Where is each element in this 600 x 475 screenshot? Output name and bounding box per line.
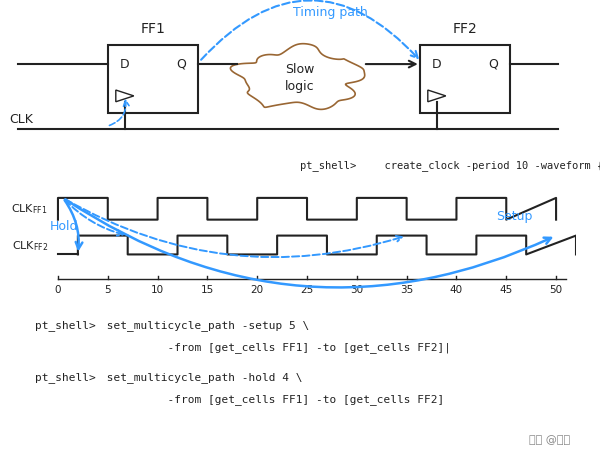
Text: CLK$_{\mathsf{FF2}}$: CLK$_{\mathsf{FF2}}$ xyxy=(11,239,48,253)
Text: pt_shell>: pt_shell> xyxy=(35,372,96,383)
Text: 20: 20 xyxy=(251,285,264,295)
Text: 15: 15 xyxy=(201,285,214,295)
Text: Slow
logic: Slow logic xyxy=(285,63,315,93)
Text: -from [get_cells FF1] -to [get_cells FF2]|: -from [get_cells FF1] -to [get_cells FF2… xyxy=(100,342,451,353)
Text: D: D xyxy=(432,57,442,71)
Text: 知乎 @大雨: 知乎 @大雨 xyxy=(529,435,570,445)
Polygon shape xyxy=(116,90,134,102)
Text: Setup: Setup xyxy=(496,210,533,223)
Text: create_clock -period 10 -waveform {0 5} CLK1: create_clock -period 10 -waveform {0 5} … xyxy=(372,161,600,171)
Text: FF2: FF2 xyxy=(452,22,478,36)
Bar xyxy=(420,45,510,113)
Text: CLK$_{\mathsf{FF1}}$: CLK$_{\mathsf{FF1}}$ xyxy=(11,202,48,216)
Text: pt_shell>: pt_shell> xyxy=(300,161,356,171)
Text: 30: 30 xyxy=(350,285,364,295)
Polygon shape xyxy=(428,90,446,102)
Text: 35: 35 xyxy=(400,285,413,295)
Text: 45: 45 xyxy=(500,285,513,295)
Text: Hold: Hold xyxy=(50,220,79,233)
Text: pt_shell>: pt_shell> xyxy=(35,320,96,331)
Text: 50: 50 xyxy=(550,285,563,295)
Text: 5: 5 xyxy=(104,285,111,295)
Text: 40: 40 xyxy=(450,285,463,295)
Bar xyxy=(108,45,198,113)
Polygon shape xyxy=(230,44,365,109)
Text: Q: Q xyxy=(176,57,186,71)
Text: CLK: CLK xyxy=(9,113,33,126)
Text: 0: 0 xyxy=(55,285,61,295)
Text: D: D xyxy=(120,57,130,71)
Text: Q: Q xyxy=(488,57,498,71)
Text: 10: 10 xyxy=(151,285,164,295)
Text: set_multicycle_path -setup 5 \: set_multicycle_path -setup 5 \ xyxy=(100,320,309,331)
Text: -from [get_cells FF1] -to [get_cells FF2]: -from [get_cells FF1] -to [get_cells FF2… xyxy=(100,394,444,405)
Text: FF1: FF1 xyxy=(140,22,166,36)
Text: Timing path: Timing path xyxy=(293,6,367,19)
Text: 25: 25 xyxy=(301,285,314,295)
Text: set_multicycle_path -hold 4 \: set_multicycle_path -hold 4 \ xyxy=(100,372,302,383)
